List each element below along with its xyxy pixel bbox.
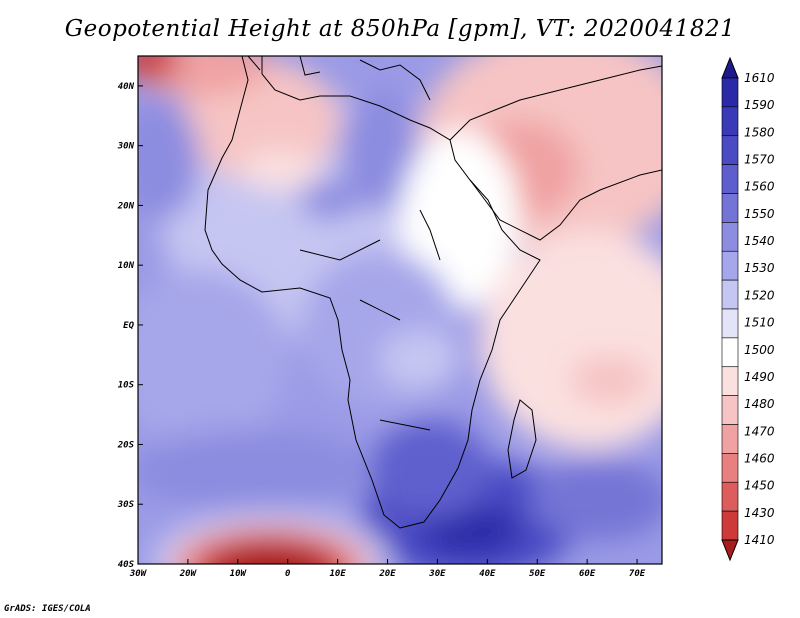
colorbar-box (721, 135, 739, 165)
colorbar-box (721, 250, 739, 281)
map-title: Geopotential Height at 850hPa [gpm], VT:… (64, 16, 736, 42)
lat-tick-label: 20N (117, 201, 135, 211)
lat-tick-label: 10N (118, 261, 135, 271)
colorbar-box (721, 395, 739, 425)
colorbar-box (721, 424, 739, 454)
lon-tick-label: 20E (378, 569, 396, 579)
colorbar-label: 1540 (744, 234, 775, 248)
lat-tick-label: 40N (118, 82, 135, 92)
colorbar-box (721, 510, 739, 541)
colorbar-label: 1550 (744, 207, 775, 221)
colorbar-top-arrow (721, 56, 739, 79)
colorbar-label: 1610 (744, 71, 775, 85)
colorbar-label: 1530 (744, 261, 775, 275)
lon-tick-label: 20W (179, 569, 198, 579)
lon-tick-label: 30W (129, 569, 148, 579)
latitude-axis: 40N 30N 20N 10N EQ 10S 20S 30S 40S (117, 82, 143, 570)
lon-tick-label: 30E (428, 569, 446, 579)
lat-tick-label: 40S (118, 560, 135, 570)
colorbar-label: 1520 (744, 288, 775, 302)
colorbar-boxes (721, 56, 739, 562)
colorbar-box (721, 453, 739, 483)
colorbar-label: 1480 (744, 397, 775, 411)
colorbar-box (721, 366, 739, 396)
height-field (138, 56, 662, 564)
lat-tick-label: 30S (117, 500, 135, 510)
colorbar-box (721, 106, 739, 137)
colorbar-bottom-arrow (721, 539, 739, 562)
colorbar-box (721, 481, 739, 512)
colorbar-box (721, 164, 739, 194)
longitude-axis: 30W 20W 10W 0 10E 20E 30E 40E 50E 60E 70E (129, 559, 646, 579)
colorbar-label: 1510 (744, 316, 775, 330)
lat-tick-label: EQ (123, 321, 134, 331)
colorbar-label: 1430 (744, 506, 775, 520)
colorbar-label: 1580 (744, 125, 775, 139)
lon-tick-label: 70E (629, 569, 646, 579)
colorbar-label: 1570 (744, 153, 775, 167)
lon-tick-label: 0 (285, 569, 291, 579)
colorbar-box (721, 222, 739, 252)
colorbar-label: 1450 (744, 479, 775, 493)
grads-credit: GrADS: IGES/COLA (4, 604, 91, 614)
colorbar-label: 1460 (744, 451, 775, 465)
lat-tick-label: 10S (118, 381, 135, 391)
colorbar-label: 1560 (744, 180, 775, 194)
coastlines (204, 56, 662, 529)
colorbar-box (721, 193, 739, 223)
lat-tick-label: 30N (117, 142, 135, 152)
lon-tick-label: 10W (230, 569, 248, 579)
colorbar-label: 1490 (744, 370, 775, 384)
lat-tick-label: 20S (117, 440, 135, 450)
colorbar-label: 1590 (744, 98, 775, 112)
colorbar-box (721, 77, 739, 108)
lon-tick-label: 50E (529, 569, 546, 579)
plot-frame (137, 55, 663, 565)
colorbar-label: 1470 (744, 424, 775, 438)
lon-tick-label: 40E (479, 569, 496, 579)
lon-tick-label: 60E (579, 569, 596, 579)
colorbar-label: 1410 (744, 533, 775, 547)
lon-tick-label: 10E (329, 569, 346, 579)
colorbar-label: 1500 (744, 343, 775, 357)
colorbar-labels: 1610 1590 1580 1570 1560 1550 1540 1530 1520 1510… (744, 71, 775, 547)
colorbar-box (721, 337, 739, 368)
colorbar-box (721, 308, 739, 339)
colorbar-box (721, 279, 739, 310)
